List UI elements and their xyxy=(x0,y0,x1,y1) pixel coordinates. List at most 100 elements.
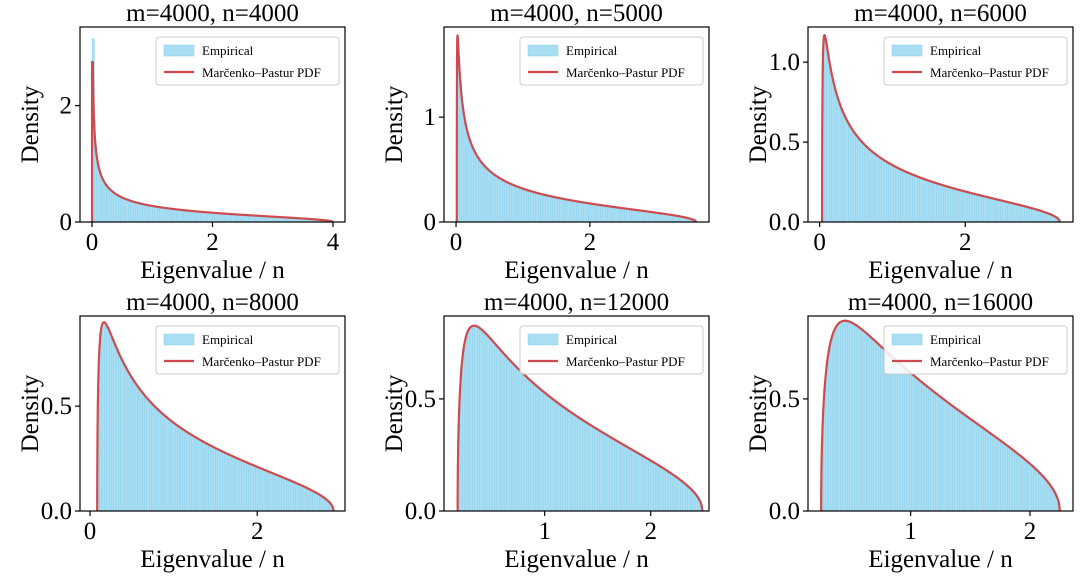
histogram-bar xyxy=(914,376,917,511)
histogram-bar xyxy=(670,473,674,511)
histogram-bar xyxy=(530,381,534,511)
histogram-bar xyxy=(188,210,192,222)
histogram-bar xyxy=(501,352,505,511)
histogram-bar xyxy=(319,495,323,511)
histogram-bar xyxy=(113,343,117,511)
histogram-bar xyxy=(995,199,999,222)
histogram-bar xyxy=(923,384,927,511)
histogram-bar xyxy=(925,386,929,511)
histogram-bar xyxy=(1043,211,1046,222)
histogram-bar xyxy=(888,163,892,222)
histogram-bar xyxy=(952,406,956,511)
histogram-bar xyxy=(685,484,688,511)
histogram-bar xyxy=(585,202,589,222)
histogram-bar xyxy=(689,489,693,511)
legend-label-pdf: Marčenko–Pastur PDF xyxy=(202,354,321,369)
histogram-bar xyxy=(276,475,280,511)
histogram-bar xyxy=(115,349,119,511)
histogram-bar xyxy=(945,186,949,222)
histogram-bar xyxy=(184,431,188,511)
y-tick-label: 0.0 xyxy=(41,498,72,525)
histogram-bar xyxy=(582,420,586,511)
histogram-bar xyxy=(1007,202,1011,222)
y-tick-label: 0.5 xyxy=(405,386,436,413)
histogram-bar xyxy=(198,439,202,511)
histogram-bar xyxy=(609,206,613,222)
histogram-bar xyxy=(636,452,639,511)
histogram-bar xyxy=(1009,448,1013,511)
histogram-bar xyxy=(547,195,551,222)
histogram-bar xyxy=(506,357,510,511)
histogram-bar xyxy=(490,172,493,222)
histogram-bar xyxy=(680,480,684,511)
subplot-6: 1 2 0.0 0.5 m=4000, n=16000 Eigenvalue / n Den… xyxy=(745,289,1074,573)
histogram-bar xyxy=(848,124,851,222)
histogram-bar xyxy=(149,401,152,511)
y-axis-label: Density xyxy=(745,85,772,163)
histogram-bar xyxy=(118,354,122,511)
histogram-bar xyxy=(997,439,1001,511)
histogram-bar xyxy=(167,419,171,511)
legend-label-empirical: Empirical xyxy=(930,43,982,58)
histogram-bar xyxy=(521,188,525,222)
x-axis-label: Eigenvalue / n xyxy=(504,257,649,284)
histogram-bar xyxy=(135,202,139,222)
histogram-bar xyxy=(926,180,930,222)
histogram-bar xyxy=(214,212,218,222)
histogram-bar xyxy=(217,212,220,222)
histogram-bar xyxy=(997,199,1001,222)
empirical-histogram xyxy=(97,322,334,511)
histogram-bar xyxy=(234,457,237,511)
histogram-bar xyxy=(878,157,882,222)
histogram-bar xyxy=(290,481,294,511)
histogram-bar xyxy=(876,155,880,222)
histogram-bar xyxy=(652,212,656,222)
y-axis-label: Density xyxy=(17,85,44,163)
histogram-bar xyxy=(924,179,927,222)
histogram-bar xyxy=(120,197,124,222)
histogram-bar xyxy=(833,88,837,222)
histogram-bar xyxy=(836,96,839,222)
histogram-bar xyxy=(663,468,666,511)
histogram-bar xyxy=(614,439,617,511)
y-axis-label: Density xyxy=(381,85,408,163)
histogram-bar xyxy=(236,458,240,511)
histogram-bar xyxy=(655,212,659,222)
histogram-bar xyxy=(212,447,216,511)
histogram-bar xyxy=(264,470,268,511)
histogram-bar xyxy=(312,491,315,511)
histogram-bar xyxy=(142,204,146,222)
histogram-bar xyxy=(540,390,544,511)
histogram-bar xyxy=(589,425,593,511)
histogram-bar xyxy=(125,199,129,222)
histogram-bar xyxy=(1038,210,1042,222)
histogram-bar xyxy=(973,422,977,511)
y-tick-label: 0.5 xyxy=(769,129,800,156)
histogram-bar xyxy=(571,200,575,222)
legend-swatch-empirical xyxy=(527,44,559,57)
histogram-bar xyxy=(897,362,901,511)
histogram-bar xyxy=(893,166,897,222)
histogram-bar xyxy=(985,196,989,222)
histogram-bar xyxy=(279,476,282,511)
histogram-bar xyxy=(1012,203,1015,222)
x-tick-label: 2 xyxy=(251,518,264,545)
histogram-bar xyxy=(633,209,637,222)
histogram-bar xyxy=(467,329,471,511)
legend-box xyxy=(883,36,1068,86)
histogram-bar xyxy=(911,374,915,511)
histogram-bar xyxy=(895,167,899,222)
histogram-bar xyxy=(971,420,975,511)
histogram-bar xyxy=(137,387,140,511)
histogram-bar xyxy=(125,368,129,511)
histogram-bar xyxy=(995,437,998,511)
legend-label-pdf: Marčenko–Pastur PDF xyxy=(202,65,321,80)
histogram-bar xyxy=(212,212,216,222)
histogram-bar xyxy=(969,192,973,222)
histogram-bar xyxy=(978,195,982,222)
histogram-bar xyxy=(854,324,858,511)
histogram-bar xyxy=(867,148,870,222)
histogram-bar xyxy=(274,474,278,511)
histogram-bar xyxy=(1028,207,1032,222)
x-tick-label: 1 xyxy=(904,518,917,545)
